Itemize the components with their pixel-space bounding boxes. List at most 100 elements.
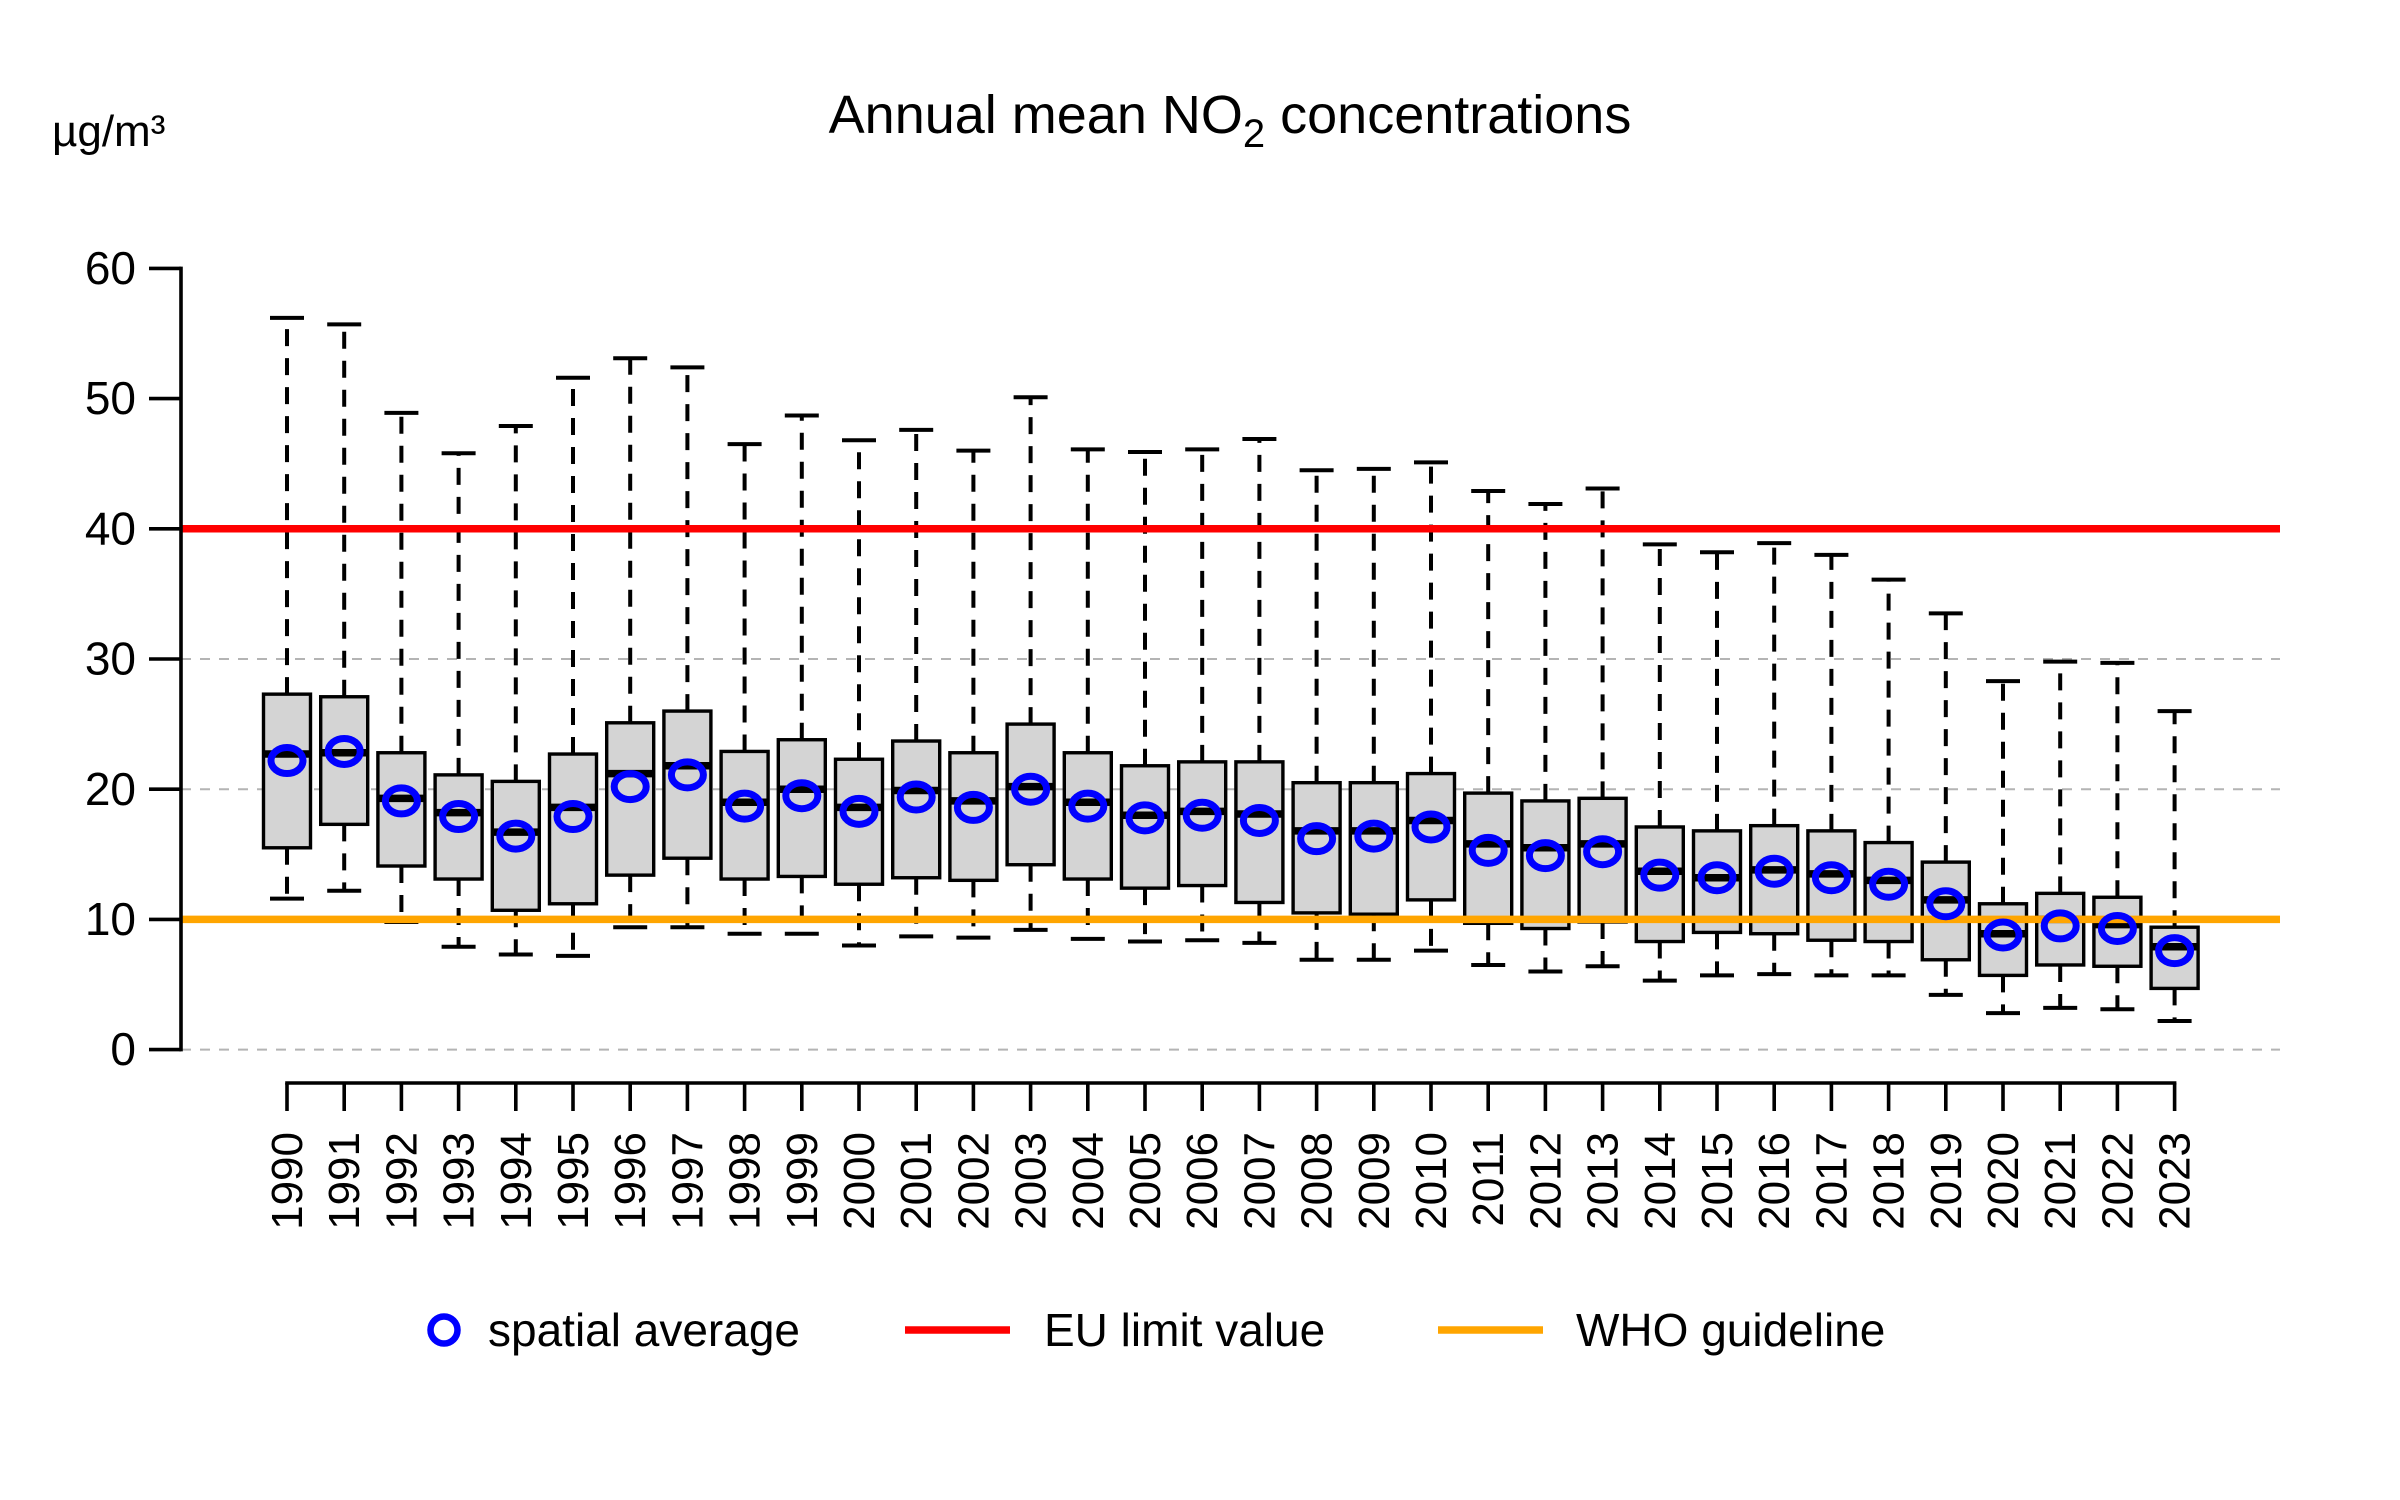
boxplot-1992 — [376, 410, 427, 925]
legend-item-who-guideline: WHO guideline — [1438, 1304, 1885, 1356]
x-tick-label-2011: 2011 — [1464, 1132, 1513, 1227]
iqr-box — [1520, 799, 1571, 931]
mean-marker-2001 — [896, 780, 936, 814]
mean-marker-2009 — [1354, 819, 1394, 853]
iqr-box — [1291, 780, 1342, 915]
boxplot-2001 — [891, 427, 942, 939]
boxplot-2023 — [2149, 709, 2200, 1023]
y-axis: 0 10 20 30 40 50 60 µg/m³ — [52, 107, 183, 1075]
x-tick-label-2022: 2022 — [2093, 1132, 2142, 1230]
mean-marker-2019 — [1926, 887, 1966, 921]
boxplot-2009 — [1348, 466, 1400, 962]
iqr-box — [948, 751, 999, 883]
x-tick-label-2015: 2015 — [1693, 1132, 1742, 1230]
x-tick-label-2021: 2021 — [2036, 1132, 2085, 1230]
x-tick-label-1990: 1990 — [263, 1132, 312, 1230]
x-tick-label-2008: 2008 — [1293, 1132, 1342, 1230]
boxplot-2007 — [1234, 436, 1285, 945]
mean-marker-1996 — [610, 770, 650, 804]
legend-label-eu-limit: EU limit value — [1044, 1304, 1325, 1356]
x-tick-label-2016: 2016 — [1750, 1132, 1799, 1230]
legend-label-spatial-average: spatial average — [488, 1304, 800, 1356]
legend-item-spatial-average: spatial average — [427, 1304, 800, 1356]
x-tick-label-2020: 2020 — [1979, 1132, 2028, 1230]
mean-marker-2016 — [1754, 854, 1794, 888]
mean-marker-2014 — [1640, 858, 1680, 892]
x-tick-label-1994: 1994 — [492, 1132, 541, 1230]
legend: spatial average EU limit value WHO guideli… — [427, 1304, 1885, 1356]
x-tick-label-2017: 2017 — [1807, 1132, 1856, 1230]
boxplot-2010 — [1405, 460, 1457, 953]
boxplot-2002 — [948, 448, 999, 940]
mean-marker-2000 — [839, 794, 879, 828]
mean-marker-1991 — [324, 734, 364, 768]
boxplot-2008 — [1291, 468, 1342, 962]
legend-open-circle-icon — [427, 1313, 461, 1347]
mean-marker-1990 — [267, 744, 307, 778]
mean-marker-2018 — [1869, 867, 1909, 901]
x-tick-label-2014: 2014 — [1636, 1132, 1685, 1230]
iqr-box — [1119, 764, 1171, 890]
y-tick-label-60: 60 — [85, 242, 136, 294]
mean-marker-1994 — [496, 819, 536, 853]
mean-marker-2011 — [1468, 833, 1508, 867]
x-tick-label-1996: 1996 — [606, 1132, 655, 1230]
mean-marker-2012 — [1525, 839, 1565, 873]
x-tick-label-2005: 2005 — [1121, 1132, 1170, 1230]
mean-marker-1995 — [553, 800, 593, 834]
x-tick-label-2018: 2018 — [1865, 1132, 1914, 1230]
x-tick-label-2006: 2006 — [1178, 1132, 1227, 1230]
mean-marker-2013 — [1583, 835, 1623, 869]
boxplot-1990 — [261, 315, 313, 901]
boxplot-2012 — [1520, 502, 1571, 974]
x-axis: 1990 1991 1992 1993 1994 1995 1996 1997 1998 1999… — [263, 1081, 2200, 1230]
mean-marker-2005 — [1125, 801, 1165, 835]
legend-item-eu-limit: EU limit value — [905, 1304, 1325, 1356]
x-tick-label-2012: 2012 — [1521, 1132, 1570, 1230]
y-tick-label-10: 10 — [85, 893, 136, 945]
boxplot-2015 — [1691, 550, 1743, 978]
y-tick-label-30: 30 — [85, 633, 136, 685]
boxplot-2004 — [1062, 447, 1114, 941]
y-tick-label-40: 40 — [85, 502, 136, 554]
boxplot-2021 — [2034, 659, 2086, 1010]
mean-marker-2003 — [1011, 772, 1051, 806]
boxplot-2019 — [1920, 611, 1972, 997]
boxplot-2017 — [1806, 552, 1857, 978]
x-tick-label-2023: 2023 — [2151, 1132, 2200, 1230]
boxplot-2011 — [1462, 489, 1514, 967]
x-tick-label-2019: 2019 — [1922, 1132, 1971, 1230]
boxplot-2022 — [2092, 660, 2143, 1012]
mean-marker-2021 — [2040, 909, 2080, 943]
boxplot-2000 — [833, 438, 885, 948]
x-tick-label-1997: 1997 — [663, 1132, 712, 1230]
x-tick-label-1992: 1992 — [377, 1132, 426, 1230]
boxplot-1991 — [319, 322, 370, 893]
x-tick-label-2010: 2010 — [1407, 1132, 1456, 1230]
boxplot-2014 — [1634, 542, 1686, 983]
mean-marker-1993 — [439, 800, 479, 834]
x-tick-label-1995: 1995 — [549, 1132, 598, 1230]
boxplot-1996 — [605, 356, 656, 930]
iqr-box — [319, 695, 370, 827]
boxplot-2006 — [1176, 447, 1228, 943]
legend-label-who-guideline: WHO guideline — [1576, 1304, 1885, 1356]
spatial-average-markers — [267, 734, 2195, 968]
mean-marker-2007 — [1239, 803, 1279, 837]
mean-marker-1998 — [725, 789, 765, 823]
y-tick-label-20: 20 — [85, 763, 136, 815]
boxplot-1997 — [662, 365, 713, 930]
x-tick-label-1998: 1998 — [721, 1132, 770, 1230]
mean-marker-2008 — [1297, 822, 1337, 856]
mean-marker-2023 — [2155, 934, 2195, 968]
x-tick-label-2009: 2009 — [1350, 1132, 1399, 1230]
y-tick-label-50: 50 — [85, 372, 136, 424]
iqr-box — [605, 721, 656, 877]
boxplot-1998 — [719, 442, 770, 936]
mean-marker-2002 — [953, 790, 993, 824]
mean-marker-2004 — [1068, 789, 1108, 823]
mean-marker-2010 — [1411, 810, 1451, 844]
x-tick-label-1999: 1999 — [778, 1132, 827, 1230]
boxplot-2003 — [1005, 395, 1056, 932]
